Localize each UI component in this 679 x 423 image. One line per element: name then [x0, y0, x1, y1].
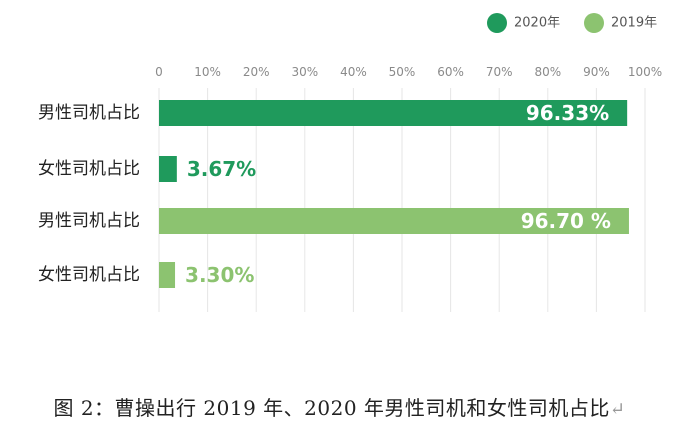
legend-swatch — [487, 13, 507, 33]
bar — [159, 262, 176, 288]
caption-text: 图 2：曹操出行 2019 年、2020 年男性司机和女性司机占比 — [53, 396, 610, 420]
x-tick-label: 60% — [437, 65, 464, 79]
x-tick-label: 30% — [291, 65, 318, 79]
x-tick-label: 80% — [534, 65, 561, 79]
legend-label: 2019年 — [611, 16, 657, 31]
bars — [159, 100, 629, 288]
x-tick-label: 20% — [243, 65, 270, 79]
return-mark: ↵ — [609, 399, 626, 420]
bar — [159, 100, 628, 126]
data-label: 3.67% — [187, 157, 256, 181]
x-tick-label: 10% — [194, 65, 221, 79]
data-label: 96.70 % — [521, 209, 611, 233]
bar — [159, 156, 177, 182]
bar-chart: 0 10% 20% 30% 40% 50% 60% 70% 80% 90% 100% 男性司机占比女… — [38, 13, 662, 312]
category-label: 男性司机占比 — [38, 103, 140, 123]
x-axis-ticks: 0 10% 20% 30% 40% 50% 60% 70% 80% 90% 100% — [155, 65, 662, 79]
figure-caption: 图 2：曹操出行 2019 年、2020 年男性司机和女性司机占比↵ — [0, 392, 679, 421]
data-label: 3.30% — [185, 263, 254, 287]
legend: 2020年 2019年 — [487, 13, 657, 33]
bar — [159, 208, 629, 234]
category-label: 女性司机占比 — [38, 159, 140, 179]
x-tick-label: 40% — [340, 65, 367, 79]
data-labels: 96.33% 3.67% 96.70 % 3.30% — [185, 101, 611, 287]
legend-label: 2020年 — [514, 16, 560, 31]
x-tick-label: 50% — [389, 65, 416, 79]
data-label: 96.33% — [526, 101, 609, 125]
x-tick-label: 90% — [583, 65, 610, 79]
category-label: 女性司机占比 — [38, 265, 140, 285]
legend-swatch — [584, 13, 604, 33]
x-tick-label: 100% — [628, 65, 662, 79]
x-tick-label: 0 — [155, 65, 163, 79]
category-label: 男性司机占比 — [38, 211, 140, 231]
x-tick-label: 70% — [486, 65, 513, 79]
